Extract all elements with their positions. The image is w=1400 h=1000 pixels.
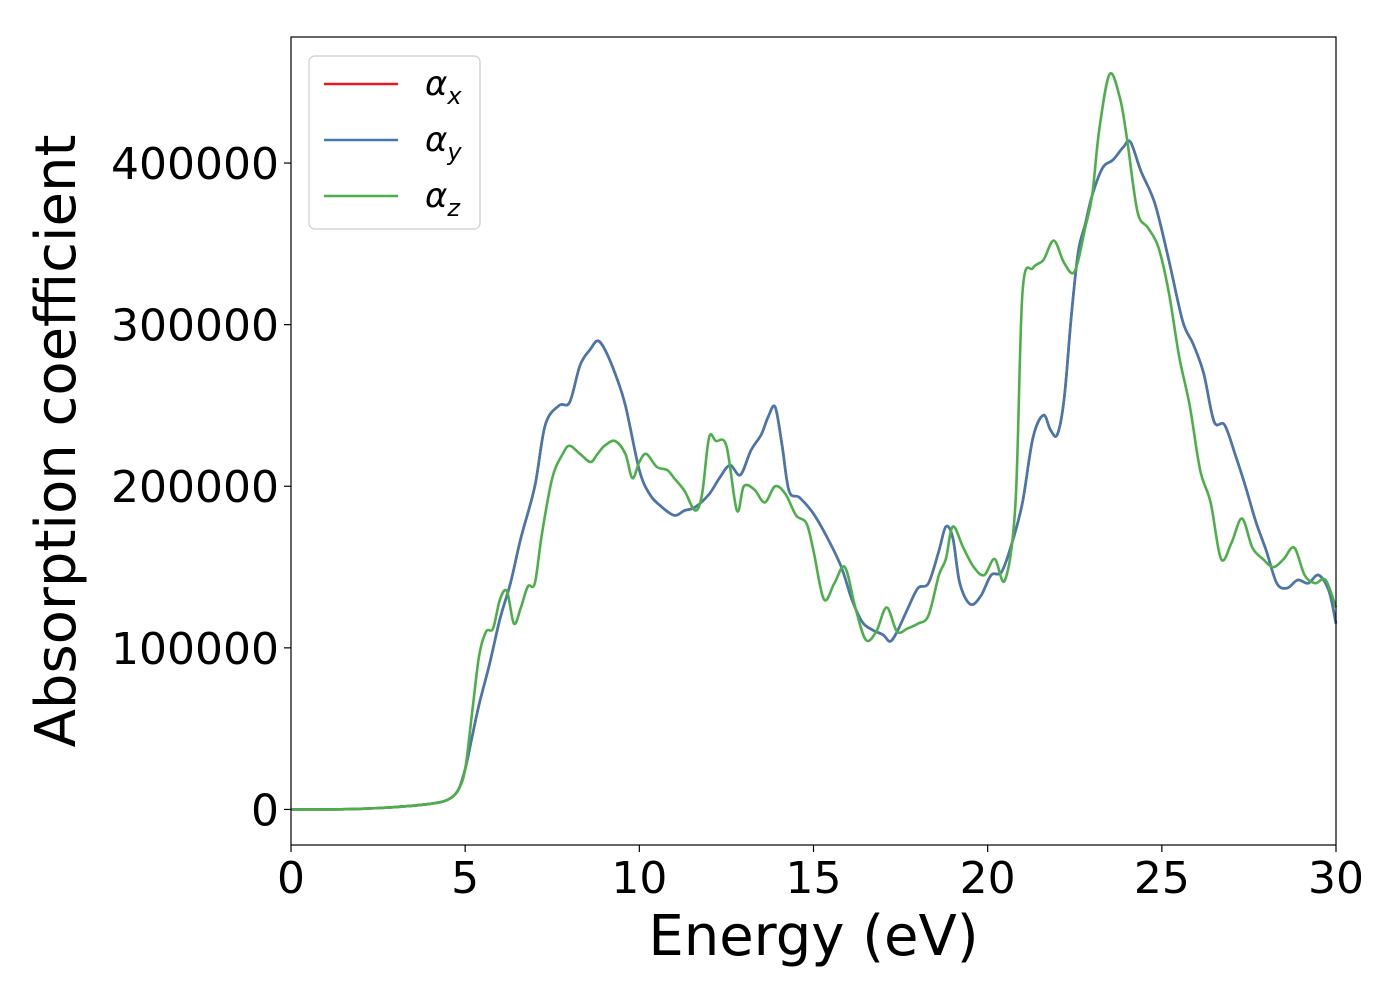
y-tick-label: 200000 — [111, 462, 279, 513]
x-tick-label: 20 — [960, 853, 1016, 904]
legend-label-y: αy — [425, 120, 462, 166]
x-tick-label: 10 — [611, 853, 667, 904]
legend-subscript-y: y — [446, 138, 462, 166]
series-layer — [290, 71, 1338, 811]
series-line-z — [290, 71, 1338, 811]
x-axis-label: Energy (eV) — [648, 904, 978, 969]
y-tick-label: 300000 — [111, 301, 279, 352]
y-axis-ticks: 0 100000 200000 300000 400000 — [111, 139, 291, 836]
legend-box — [308, 55, 481, 230]
x-tick-label: 0 — [277, 853, 305, 904]
x-tick-label: 5 — [451, 853, 479, 904]
x-tick-label: 15 — [786, 853, 842, 904]
series-line-y — [290, 139, 1338, 811]
x-tick-label: 30 — [1308, 853, 1364, 904]
x-axis-ticks: 0 5 10 15 20 25 30 — [277, 845, 1364, 904]
legend-label-x: αx — [425, 64, 462, 110]
legend-subscript-x: x — [446, 82, 462, 110]
x-tick-label: 25 — [1134, 853, 1190, 904]
y-tick-label: 100000 — [111, 624, 279, 675]
y-tick-label: 0 — [251, 785, 279, 836]
y-axis-label: Absorption coefficient — [24, 135, 89, 748]
legend-subscript-z: z — [446, 194, 461, 222]
y-tick-label: 400000 — [111, 139, 279, 190]
